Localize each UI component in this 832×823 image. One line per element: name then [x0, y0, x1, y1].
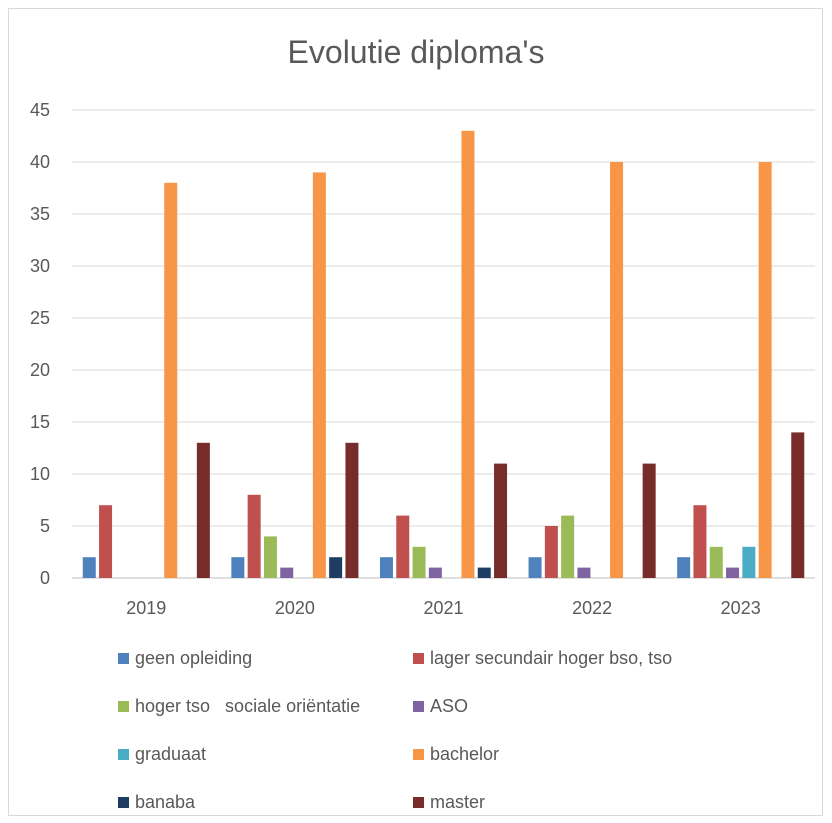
bar — [494, 464, 507, 578]
legend-swatch — [118, 701, 129, 712]
bar — [197, 443, 210, 578]
legend-label: banaba — [135, 792, 195, 813]
legend-item: banaba — [118, 792, 195, 813]
bar — [461, 131, 474, 578]
bar — [677, 557, 690, 578]
bar — [791, 432, 804, 578]
legend-label: hoger tso sociale oriëntatie — [135, 696, 360, 717]
bar — [759, 162, 772, 578]
y-tick-label: 5 — [40, 516, 50, 536]
bar — [413, 547, 426, 578]
y-tick-label: 45 — [30, 100, 50, 120]
x-tick-label: 2020 — [275, 598, 315, 618]
legend-item: ASO — [413, 696, 468, 717]
bar — [396, 516, 409, 578]
bar — [231, 557, 244, 578]
bar — [643, 464, 656, 578]
bar — [313, 172, 326, 578]
legend-swatch — [413, 701, 424, 712]
x-tick-label: 2021 — [423, 598, 463, 618]
y-tick-label: 40 — [30, 152, 50, 172]
bar — [264, 536, 277, 578]
y-tick-label: 35 — [30, 204, 50, 224]
bar — [610, 162, 623, 578]
legend-label: master — [430, 792, 485, 813]
legend-item: graduaat — [118, 744, 206, 765]
x-tick-label: 2019 — [126, 598, 166, 618]
legend-item: bachelor — [413, 744, 499, 765]
y-tick-label: 20 — [30, 360, 50, 380]
legend-swatch — [118, 749, 129, 760]
bar — [345, 443, 358, 578]
legend-label: graduaat — [135, 744, 206, 765]
bar — [83, 557, 96, 578]
y-tick-label: 10 — [30, 464, 50, 484]
bar — [726, 568, 739, 578]
bar — [99, 505, 112, 578]
bar — [577, 568, 590, 578]
bar — [329, 557, 342, 578]
bar — [561, 516, 574, 578]
bar — [478, 568, 491, 578]
legend-swatch — [413, 653, 424, 664]
bar — [710, 547, 723, 578]
legend-item: geen opleiding — [118, 648, 252, 669]
y-tick-label: 15 — [30, 412, 50, 432]
legend-item: master — [413, 792, 485, 813]
legend-label: lager secundair hoger bso, tso — [430, 648, 672, 669]
y-tick-label: 30 — [30, 256, 50, 276]
y-tick-label: 25 — [30, 308, 50, 328]
x-tick-label: 2022 — [572, 598, 612, 618]
x-tick-label: 2023 — [721, 598, 761, 618]
legend-label: geen opleiding — [135, 648, 252, 669]
bar — [529, 557, 542, 578]
bar — [380, 557, 393, 578]
bar — [280, 568, 293, 578]
bar — [742, 547, 755, 578]
legend-swatch — [413, 749, 424, 760]
legend-label: bachelor — [430, 744, 499, 765]
legend-swatch — [413, 797, 424, 808]
legend-item: lager secundair hoger bso, tso — [413, 648, 672, 669]
bar — [429, 568, 442, 578]
y-tick-label: 0 — [40, 568, 50, 588]
legend-label: ASO — [430, 696, 468, 717]
bar — [164, 183, 177, 578]
bar — [693, 505, 706, 578]
bar — [248, 495, 261, 578]
legend-swatch — [118, 797, 129, 808]
bar — [545, 526, 558, 578]
legend-swatch — [118, 653, 129, 664]
legend-item: hoger tso sociale oriëntatie — [118, 696, 360, 717]
